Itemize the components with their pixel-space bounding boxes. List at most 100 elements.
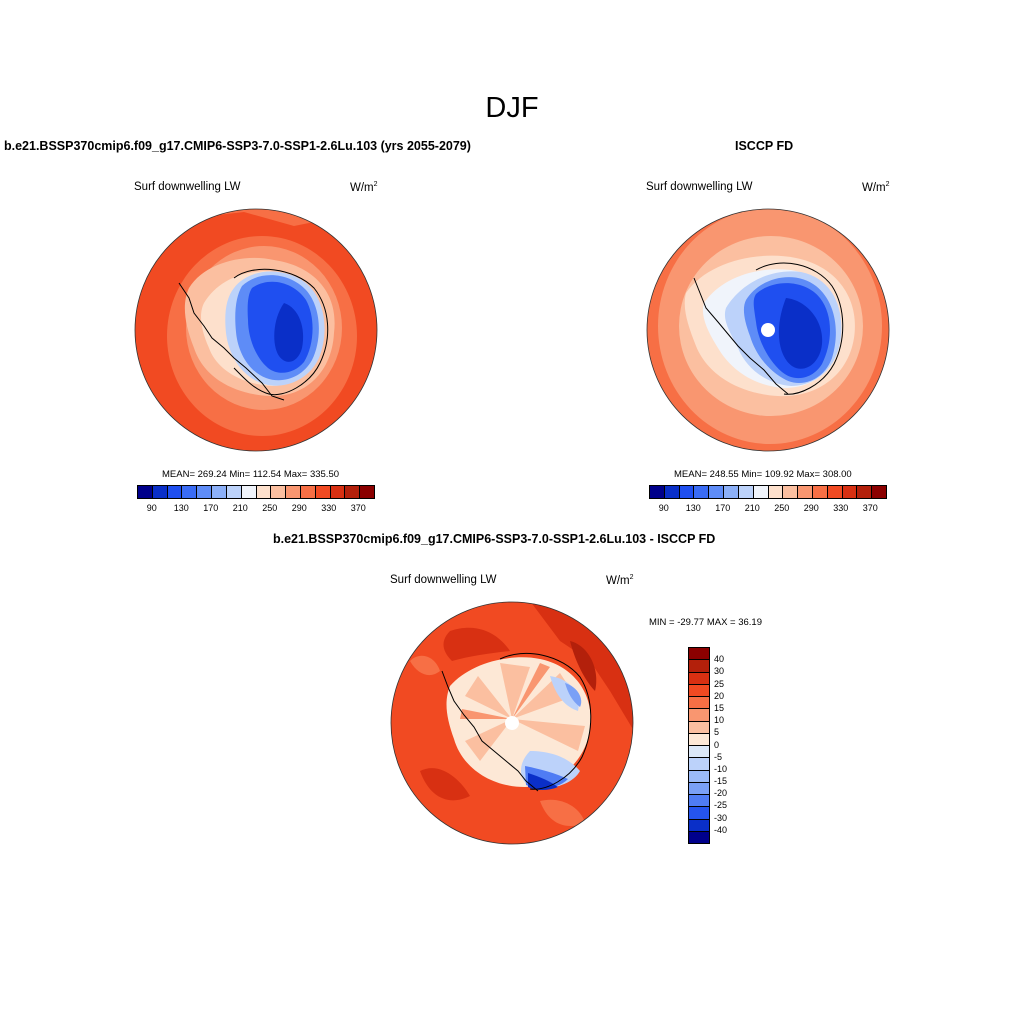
- colorbar-tick-label: 170: [203, 503, 219, 513]
- colorbar-swatch: [152, 486, 168, 498]
- colorbar-tick-label: 210: [232, 503, 248, 513]
- colorbar-tick-label: 370: [862, 503, 878, 513]
- colorbar-tick-label: 10: [714, 715, 725, 726]
- colorbar-swatch: [330, 486, 346, 498]
- colorbar-swatch: [689, 733, 709, 746]
- colorbar-swatch: [812, 486, 828, 498]
- panel-1-polar-map: [134, 208, 378, 452]
- panel-2-stats: MEAN= 248.55 Min= 109.92 Max= 308.00: [674, 469, 852, 480]
- colorbar-tick-label: -5: [714, 751, 723, 762]
- colorbar-swatch: [689, 819, 709, 832]
- panel-3-units: W/m2: [606, 574, 634, 587]
- colorbar-swatch: [271, 486, 287, 498]
- colorbar-swatch: [689, 782, 709, 795]
- colorbar-tick-label: 210: [744, 503, 760, 513]
- colorbar-swatch: [689, 758, 709, 771]
- colorbar-tick-label: 370: [350, 503, 366, 513]
- colorbar-tick-label: -10: [714, 763, 728, 774]
- colorbar-tick-label: -15: [714, 776, 728, 787]
- panel-1-title: b.e21.BSSP370cmip6.f09_g17.CMIP6-SSP3-7.…: [4, 139, 471, 153]
- colorbar-swatch: [798, 486, 813, 498]
- colorbar-swatch: [827, 486, 843, 498]
- colorbar-tick-label: -20: [714, 788, 728, 799]
- colorbar-swatch: [182, 486, 198, 498]
- panel-2-title: ISCCP FD: [735, 139, 794, 153]
- colorbar-swatch: [650, 486, 665, 498]
- panel-3-title: b.e21.BSSP370cmip6.f09_g17.CMIP6-SSP3-7.…: [273, 532, 716, 546]
- colorbar-swatch: [689, 831, 709, 843]
- colorbar-swatch: [689, 746, 709, 759]
- colorbar-swatch: [689, 697, 709, 710]
- season-title: DJF: [485, 92, 539, 124]
- colorbar-tick-label: 290: [803, 503, 819, 513]
- colorbar-swatch: [689, 807, 709, 820]
- panel-2-units: W/m2: [862, 181, 890, 194]
- colorbar-swatch: [689, 709, 709, 722]
- colorbar-swatch: [286, 486, 301, 498]
- colorbar-swatch: [724, 486, 739, 498]
- panel-3-variable-label: Surf downwelling LW: [390, 574, 497, 586]
- colorbar-tick-label: 330: [833, 503, 849, 513]
- colorbar-tick-label: 20: [714, 690, 725, 701]
- colorbar-swatch: [689, 648, 709, 661]
- panel-3-colorbar: [688, 647, 710, 844]
- colorbar-swatch: [300, 486, 316, 498]
- colorbar-tick-label: 330: [321, 503, 337, 513]
- panel-2-colorbar-ticks: 90 130 170 210 250 290 330 370: [649, 503, 885, 515]
- colorbar-swatch: [709, 486, 725, 498]
- colorbar-swatch: [315, 486, 331, 498]
- colorbar-tick-label: 250: [262, 503, 278, 513]
- colorbar-swatch: [738, 486, 754, 498]
- colorbar-tick-label: -40: [714, 824, 728, 835]
- panel-1-colorbar-ticks: 90 130 170 210 250 290 330 370: [137, 503, 373, 515]
- colorbar-tick-label: 0: [714, 739, 720, 750]
- panel-2-colorbar: [649, 485, 887, 499]
- panel-2-variable-label: Surf downwelling LW: [646, 181, 753, 193]
- colorbar-swatch: [345, 486, 361, 498]
- colorbar-swatch: [241, 486, 257, 498]
- colorbar-swatch: [842, 486, 858, 498]
- colorbar-swatch: [167, 486, 183, 498]
- colorbar-swatch: [689, 721, 709, 734]
- colorbar-tick-label: -30: [714, 812, 728, 823]
- colorbar-swatch: [857, 486, 873, 498]
- panel-1-units: W/m2: [350, 181, 378, 194]
- colorbar-tick-label: 90: [146, 503, 157, 513]
- colorbar-swatch: [197, 486, 213, 498]
- panel-1-variable-label: Surf downwelling LW: [134, 181, 241, 193]
- colorbar-swatch: [689, 684, 709, 697]
- colorbar-tick-label: 25: [714, 678, 725, 689]
- colorbar-tick-label: 170: [715, 503, 731, 513]
- colorbar-swatch: [689, 795, 709, 808]
- colorbar-swatch: [694, 486, 710, 498]
- panel-3-polar-map: [390, 601, 634, 845]
- colorbar-swatch: [226, 486, 242, 498]
- colorbar-swatch: [689, 770, 709, 783]
- colorbar-swatch: [689, 672, 709, 685]
- panel-3-colorbar-ticks: 40 30 25 20 15 10 5 0 -5 -10 -15 -20 -25 -30 -40: [714, 647, 754, 842]
- colorbar-tick-label: 30: [714, 666, 725, 677]
- panel-1-stats: MEAN= 269.24 Min= 112.54 Max= 335.50: [162, 469, 340, 480]
- colorbar-swatch: [689, 660, 709, 673]
- colorbar-tick-label: 5: [714, 727, 720, 738]
- colorbar-swatch: [753, 486, 769, 498]
- colorbar-tick-label: 130: [173, 503, 189, 513]
- colorbar-swatch: [212, 486, 227, 498]
- colorbar-tick-label: 290: [291, 503, 307, 513]
- colorbar-tick-label: 130: [685, 503, 701, 513]
- colorbar-swatch: [768, 486, 784, 498]
- colorbar-tick-label: 40: [714, 654, 725, 665]
- colorbar-tick-label: 250: [774, 503, 790, 513]
- colorbar-swatch: [664, 486, 680, 498]
- colorbar-swatch: [783, 486, 799, 498]
- panel-1-colorbar: [137, 485, 375, 499]
- colorbar-tick-label: 15: [714, 702, 725, 713]
- colorbar-swatch: [872, 486, 886, 498]
- colorbar-swatch: [360, 486, 374, 498]
- panel-2-polar-map: [646, 208, 890, 452]
- colorbar-swatch: [679, 486, 695, 498]
- colorbar-tick-label: 90: [658, 503, 669, 513]
- panel-3-stats: MIN = -29.77 MAX = 36.19: [649, 617, 763, 628]
- colorbar-swatch: [256, 486, 272, 498]
- colorbar-tick-label: -25: [714, 800, 728, 811]
